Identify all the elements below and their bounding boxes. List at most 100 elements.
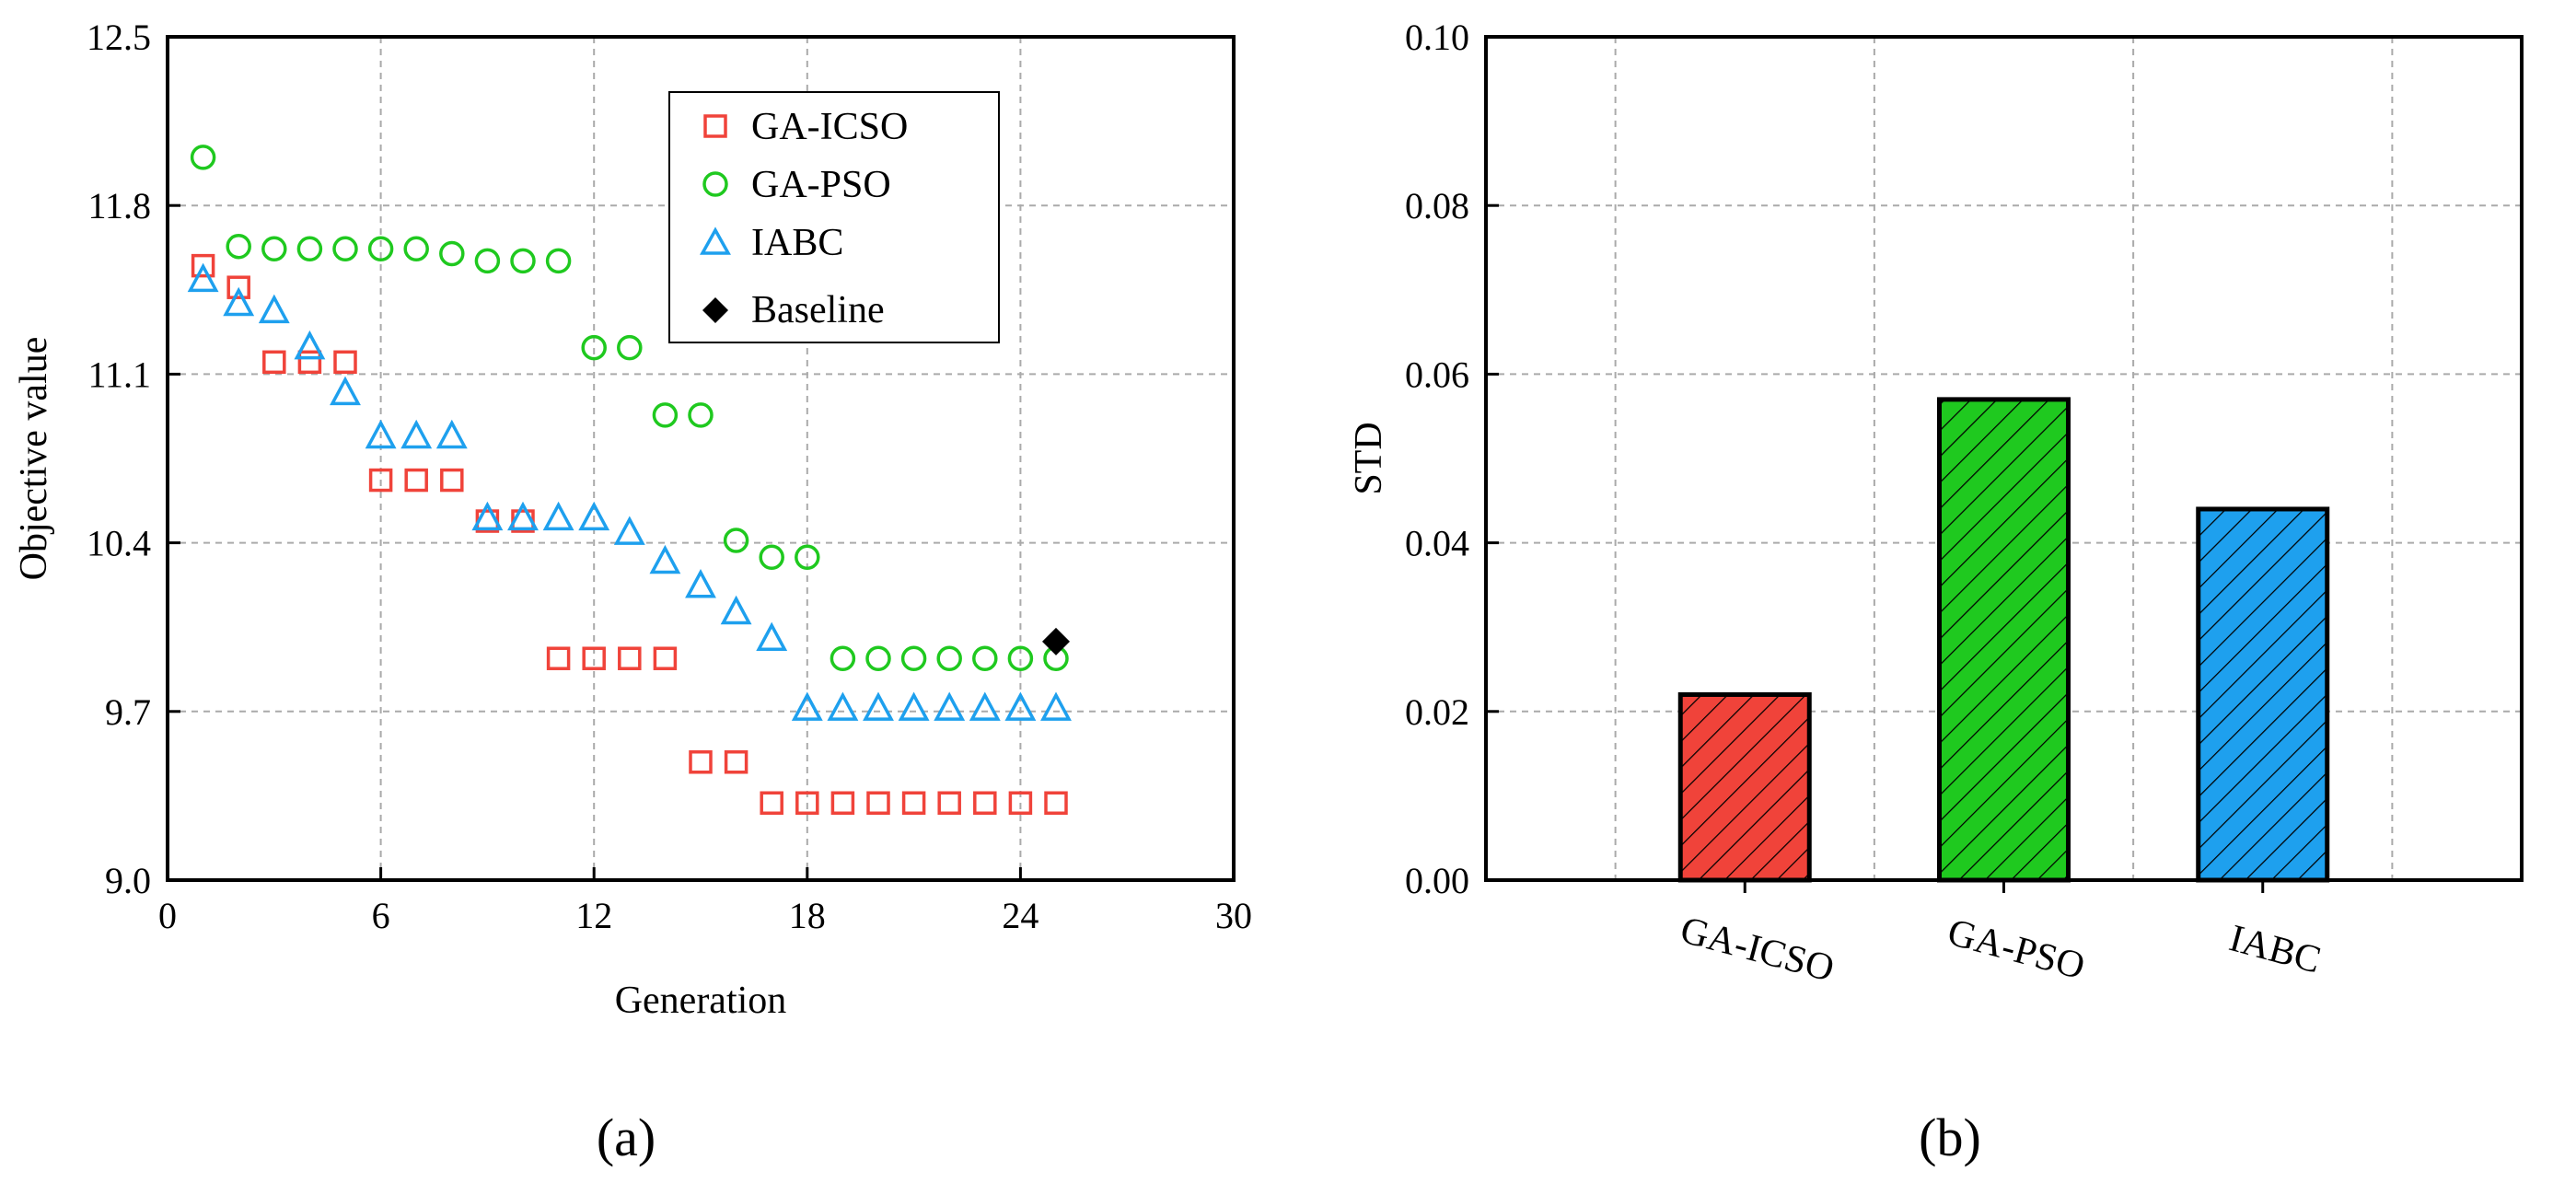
data-point-circle	[367, 236, 394, 262]
legend-marker-triangle	[700, 226, 731, 255]
legend-label: Baseline	[751, 289, 885, 331]
data-point-circle	[795, 544, 820, 571]
x-axis-title: Generation	[615, 980, 787, 1022]
y-tick-label: 11.8	[87, 185, 151, 226]
legend-marker-diamond	[702, 297, 728, 323]
y-tick-label: 0.10	[1405, 17, 1469, 58]
data-point-circle	[296, 236, 323, 262]
data-point-circle	[830, 645, 856, 671]
x-tick-label: 6	[372, 895, 390, 936]
data-point-circle	[226, 233, 251, 260]
data-point-triangle	[1004, 691, 1037, 721]
data-point-square	[368, 468, 393, 493]
data-point-square	[191, 253, 215, 278]
data-point-circle	[332, 236, 358, 262]
y-tick-label: 0.08	[1405, 185, 1469, 226]
data-point-circle	[190, 145, 216, 170]
data-point-square	[973, 791, 997, 816]
legend-marker-square	[703, 114, 727, 138]
x-tick-label: 24	[1002, 895, 1039, 936]
data-point-circle	[474, 248, 501, 274]
data-point-square	[689, 750, 713, 774]
data-point-square	[262, 350, 286, 375]
data-point-circle	[688, 402, 714, 428]
y-tick-label: 0.06	[1405, 354, 1469, 395]
data-point-circle	[403, 236, 429, 262]
data-point-circle	[510, 248, 536, 274]
bar-hatch	[2196, 506, 2330, 883]
bar-hatch	[1677, 691, 1812, 883]
y-axis-title: STD	[1348, 422, 1390, 494]
data-point-triangle	[613, 516, 645, 545]
data-point-triangle	[578, 501, 610, 531]
series-iabc	[187, 262, 1072, 721]
data-point-circle	[1007, 645, 1034, 671]
data-point-triangle	[223, 286, 255, 317]
category-label: GA-ICSO	[1676, 909, 1838, 991]
data-point-square	[653, 646, 678, 670]
bar-panel-b: 0.00 0.02 0.04 0.06 0.08 0.10 GA-ICSO GA-PSO IAB…	[1348, 17, 2524, 1167]
data-point-circle	[261, 236, 287, 262]
legend-entry-ga-icso: GA-ICSO	[703, 106, 908, 148]
data-point-diamond	[1042, 627, 1070, 655]
data-point-square	[1008, 791, 1033, 816]
data-point-triangle	[435, 419, 468, 449]
data-point-triangle	[507, 501, 539, 531]
panel-label-a: (a)	[597, 1108, 656, 1167]
y-tick-label: 0.04	[1405, 523, 1469, 564]
data-point-circle	[936, 645, 962, 671]
y-axis-title: Objective value	[13, 337, 55, 581]
data-point-triangle	[827, 691, 859, 721]
data-point-square	[333, 350, 357, 375]
data-point-triangle	[649, 544, 681, 574]
data-point-triangle	[756, 621, 788, 652]
data-point-triangle	[400, 419, 433, 449]
data-point-square	[1044, 791, 1068, 816]
x-tick-label: 30	[1215, 895, 1252, 936]
legend-entry-baseline: Baseline	[702, 289, 885, 331]
data-point-square	[830, 791, 855, 816]
category-label: IABC	[2225, 917, 2326, 981]
data-point-triangle	[791, 691, 823, 721]
x-tick-label: 12	[575, 895, 612, 936]
data-point-circle	[900, 645, 927, 671]
y-tick-label: 9.7	[105, 691, 151, 733]
data-point-triangle	[685, 569, 716, 598]
y-tick-label: 12.5	[87, 17, 151, 58]
data-point-triangle	[898, 691, 930, 721]
data-point-square	[724, 750, 748, 774]
data-point-square	[582, 646, 606, 670]
y-tick-label: 0.00	[1405, 860, 1469, 901]
scatter-plot-frame	[166, 35, 1236, 882]
legend-label: GA-ICSO	[751, 106, 908, 148]
scatter-grid	[168, 37, 1234, 880]
legend: GA-ICSO GA-PSO IABC Baseline	[668, 91, 1000, 343]
y-tick-label: 9.0	[105, 860, 151, 901]
y-tick-label: 0.02	[1405, 691, 1469, 733]
series-ga-icso	[191, 253, 1068, 816]
data-point-square	[760, 791, 783, 816]
data-point-triangle	[720, 595, 752, 625]
bar-ticks: 0.00 0.02 0.04 0.06 0.08 0.10 GA-ICSO GA-PSO IAB…	[1405, 17, 2326, 991]
data-point-circle	[865, 645, 891, 671]
scatter-panel-a: 0 6 12 18 24 30 9.0 9.7 10.4 11.1 11.8 12.5 Generat…	[13, 17, 1252, 1167]
data-point-square	[866, 791, 890, 816]
x-tick-label: 18	[789, 895, 826, 936]
data-point-triangle	[471, 501, 504, 531]
bars	[1677, 397, 2330, 883]
category-label: GA-PSO	[1944, 911, 2089, 989]
legend-marker-circle	[702, 171, 728, 197]
data-point-triangle	[330, 376, 361, 406]
bar-grid	[1486, 37, 2522, 880]
scatter-points	[187, 145, 1072, 816]
series-baseline	[1042, 627, 1070, 655]
data-point-circle	[617, 334, 643, 361]
data-point-circle	[545, 248, 572, 274]
data-point-triangle	[542, 501, 574, 531]
data-point-square	[795, 791, 819, 816]
legend-entry-ga-pso: GA-PSO	[702, 164, 891, 206]
data-point-triangle	[294, 330, 326, 360]
legend-label: IABC	[751, 222, 843, 264]
y-tick-label: 10.4	[87, 523, 151, 564]
